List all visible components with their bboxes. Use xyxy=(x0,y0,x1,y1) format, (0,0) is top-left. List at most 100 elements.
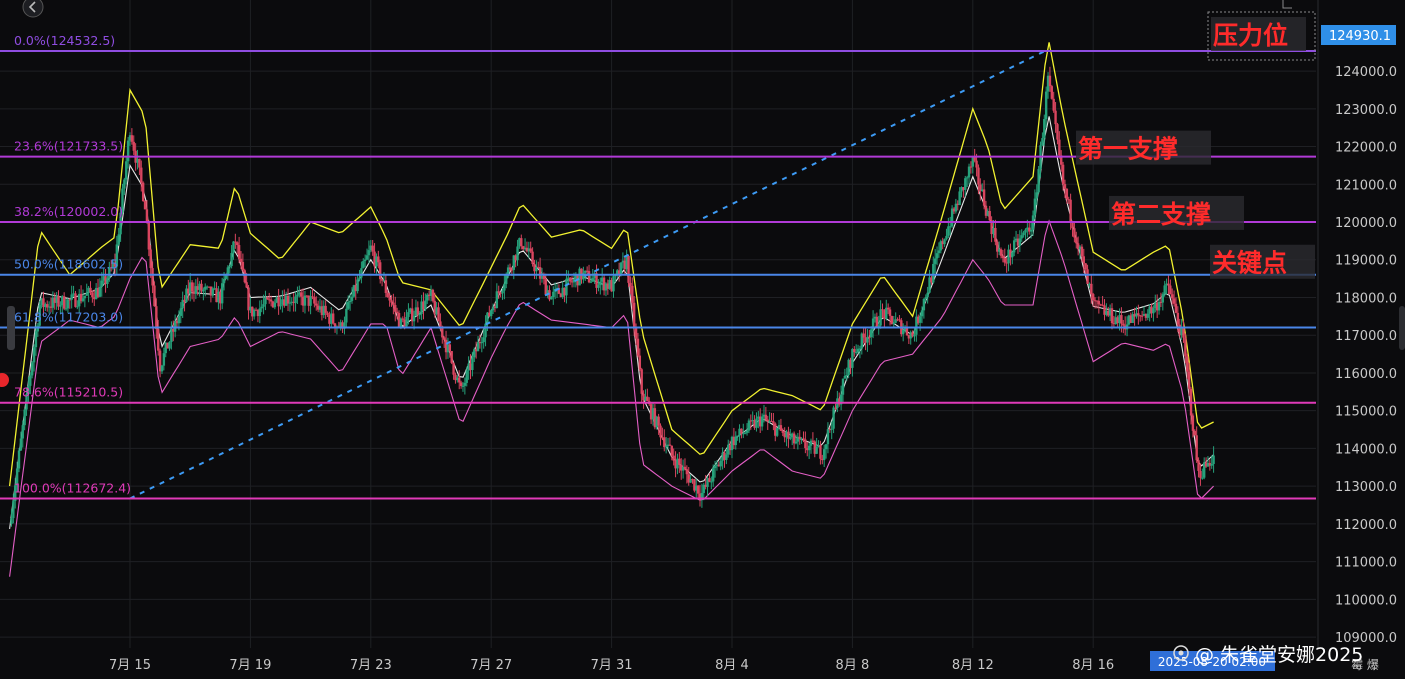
candle-body xyxy=(896,319,899,321)
price-axis[interactable]: 124000.0 123000.0 122000.0 121000.0 120000.0… xyxy=(1335,65,1397,646)
candle-body xyxy=(1154,302,1157,309)
price-tick-label: 120000.0 xyxy=(1335,216,1397,231)
candle-body xyxy=(162,353,166,366)
candle-body xyxy=(1022,232,1025,236)
time-axis[interactable]: 7月 15 7月 19 7月 23 7月 27 7月 31 8月 4 8月 8 8月 12 8月… xyxy=(109,658,1114,673)
candle-body xyxy=(347,302,350,309)
candle-body xyxy=(61,296,64,306)
candle-body xyxy=(478,342,482,344)
candle-body xyxy=(1206,463,1210,467)
candle-body xyxy=(681,466,685,471)
candle-body xyxy=(879,309,882,326)
candle-body xyxy=(292,301,295,304)
candle-body xyxy=(819,445,822,459)
candle-body xyxy=(1073,228,1076,238)
candle-body xyxy=(76,306,79,308)
candle-body xyxy=(301,296,305,306)
candle-body xyxy=(755,418,758,428)
alert-dot-icon[interactable] xyxy=(0,373,9,387)
corner-handle-icon[interactable] xyxy=(1282,0,1292,9)
candle-body xyxy=(290,301,293,303)
candle-body xyxy=(217,291,220,303)
candle-body xyxy=(256,310,260,317)
candle-body xyxy=(702,484,705,493)
candle-body xyxy=(892,322,895,325)
candle-body xyxy=(1101,304,1104,306)
candle-body xyxy=(706,478,709,487)
candle-body xyxy=(591,278,594,282)
candle-body xyxy=(194,286,198,294)
candle-body xyxy=(247,287,250,311)
left-scroll-handle[interactable] xyxy=(7,306,15,350)
candle-body xyxy=(841,378,845,395)
candle-body xyxy=(1199,470,1202,478)
candle-body xyxy=(1075,237,1078,244)
candle-body xyxy=(1178,324,1181,336)
candle-body xyxy=(1005,262,1008,264)
candle-body xyxy=(433,300,436,315)
candle-body xyxy=(1116,317,1119,324)
candle-body xyxy=(730,436,734,451)
candle-body xyxy=(354,285,357,292)
candle-body xyxy=(326,312,329,315)
annotation-label[interactable]: 关键点 xyxy=(1212,249,1287,278)
candle-body xyxy=(384,280,388,294)
candle-body xyxy=(390,300,393,303)
annotation-label[interactable]: 第一支撑 xyxy=(1078,135,1178,164)
scroll-back-button[interactable] xyxy=(22,0,44,18)
candle-body xyxy=(747,420,751,431)
candle-body xyxy=(467,363,470,371)
candle-body xyxy=(273,302,277,308)
candle-body xyxy=(838,398,841,405)
candle-body xyxy=(395,311,399,314)
price-tick-label: 124000.0 xyxy=(1335,65,1397,80)
candle-body xyxy=(271,301,275,308)
candle-body xyxy=(693,479,696,491)
candle-body xyxy=(933,258,937,264)
candle-body xyxy=(123,179,126,189)
candle-body xyxy=(862,333,865,338)
candle-body xyxy=(328,314,331,324)
candle-body xyxy=(401,318,404,320)
candle-body xyxy=(448,344,452,352)
candle-body xyxy=(632,302,636,329)
candle-body xyxy=(676,458,679,469)
candle-body xyxy=(503,284,506,291)
candle-body xyxy=(540,276,544,279)
candle-body xyxy=(286,295,290,304)
candle-body xyxy=(602,277,606,291)
candle-body xyxy=(418,313,421,316)
candle-body xyxy=(781,430,784,433)
time-tick-label: 7月 23 xyxy=(350,658,392,673)
annotation-selection-box[interactable] xyxy=(1207,11,1316,61)
candle-body xyxy=(965,177,969,179)
annotation-label[interactable]: 压力位 xyxy=(1213,21,1288,50)
candle-body xyxy=(561,287,564,298)
candle-body xyxy=(1093,300,1097,302)
candle-body xyxy=(299,292,303,297)
candle-body xyxy=(44,304,47,308)
candle-body xyxy=(531,251,534,264)
candle-body xyxy=(802,438,805,440)
current-price-label: 124930.1 xyxy=(1329,29,1391,44)
candle-body xyxy=(1029,229,1033,232)
price-tick-label: 121000.0 xyxy=(1335,178,1397,193)
candle-body xyxy=(533,263,536,272)
candle-body xyxy=(392,302,395,305)
candle-body xyxy=(111,263,115,269)
candle-body xyxy=(627,255,630,283)
candle-body xyxy=(734,436,737,446)
candle-body xyxy=(839,394,843,405)
candle-body xyxy=(307,295,310,306)
candle-body xyxy=(1110,308,1114,324)
candle-body xyxy=(426,294,429,301)
candle-body xyxy=(1208,463,1212,466)
candle-body xyxy=(886,307,890,310)
right-scroll-handle[interactable] xyxy=(1399,306,1405,350)
time-tick-label: 7月 31 xyxy=(591,658,633,673)
candle-body xyxy=(27,385,30,395)
candle-body xyxy=(779,425,783,431)
candle-body xyxy=(563,287,566,296)
annotation-label[interactable]: 第二支撑 xyxy=(1111,200,1211,229)
